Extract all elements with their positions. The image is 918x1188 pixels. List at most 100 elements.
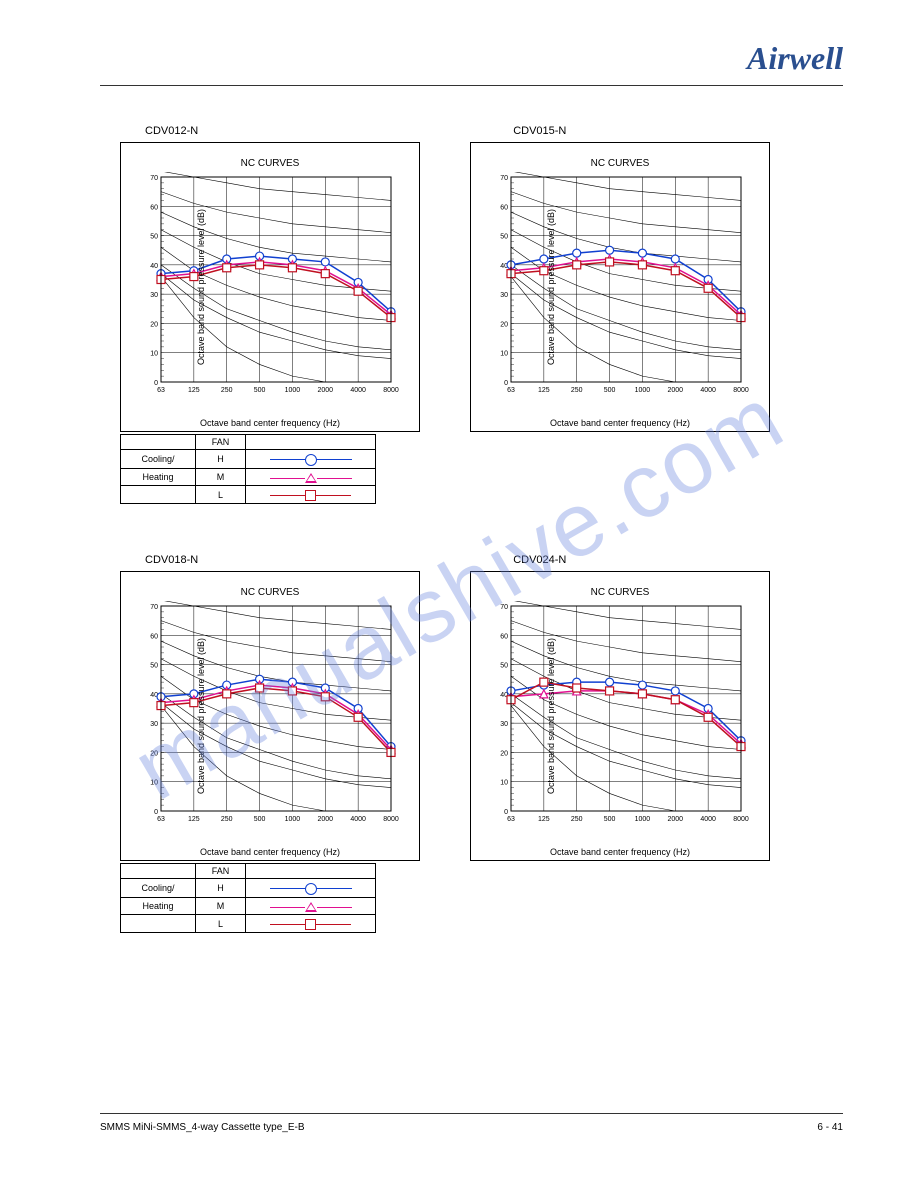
- table-row: L: [121, 486, 376, 504]
- svg-text:0: 0: [504, 809, 508, 816]
- x-axis-label: Octave band center frequency (Hz): [550, 418, 690, 428]
- svg-text:70: 70: [150, 604, 158, 611]
- legend-header: [121, 435, 196, 450]
- legend-cell: L: [196, 915, 246, 933]
- table-row: Cooling/H: [121, 879, 376, 898]
- legend-header: [121, 864, 196, 879]
- svg-text:70: 70: [500, 604, 508, 611]
- chart-panel: NC CURVES Octave band sound pressure lev…: [470, 142, 770, 432]
- svg-text:30: 30: [150, 292, 158, 299]
- svg-text:1000: 1000: [635, 816, 651, 823]
- svg-text:4000: 4000: [350, 816, 366, 823]
- svg-text:63: 63: [157, 387, 165, 394]
- svg-text:50: 50: [150, 663, 158, 670]
- legend-cell: Cooling/: [121, 450, 196, 469]
- svg-text:8000: 8000: [383, 816, 399, 823]
- footer-left: SMMS MiNi-SMMS_4-way Cassette type_E-B: [100, 1122, 305, 1133]
- legend-marker-cell: [246, 897, 376, 915]
- svg-text:0: 0: [504, 380, 508, 387]
- legend-cell: Heating: [121, 897, 196, 915]
- svg-text:0: 0: [154, 809, 158, 816]
- svg-text:125: 125: [188, 816, 200, 823]
- svg-text:10: 10: [500, 780, 508, 787]
- chart-panel: NC CURVES Octave band sound pressure lev…: [120, 571, 420, 861]
- svg-text:70: 70: [150, 175, 158, 182]
- charts-row-2: NC CURVES Octave band sound pressure lev…: [120, 571, 848, 861]
- footer-right: 6 - 41: [817, 1122, 843, 1133]
- svg-text:500: 500: [604, 816, 616, 823]
- nc-chart: 0102030405060706312525050010002000400080…: [481, 601, 751, 831]
- svg-text:10: 10: [150, 351, 158, 358]
- x-axis-label: Octave band center frequency (Hz): [200, 418, 340, 428]
- svg-text:4000: 4000: [350, 387, 366, 394]
- legend-table-2: FAN Cooling/HHeatingML: [120, 863, 376, 933]
- svg-text:60: 60: [150, 633, 158, 640]
- svg-text:50: 50: [500, 234, 508, 241]
- svg-text:8000: 8000: [733, 387, 749, 394]
- header-rule: [100, 85, 843, 86]
- page: Airwell CDV012-N CDV015-N NC CURVES Octa…: [0, 0, 918, 1188]
- square-icon: [305, 919, 316, 930]
- legend-header: FAN: [196, 435, 246, 450]
- legend-cell: H: [196, 879, 246, 898]
- model-row-2: CDV018-N CDV024-N: [145, 554, 848, 566]
- svg-text:50: 50: [500, 663, 508, 670]
- circle-icon: [305, 454, 317, 466]
- nc-chart: 0102030405060706312525050010002000400080…: [131, 601, 401, 831]
- model-row-1: CDV012-N CDV015-N: [145, 125, 848, 137]
- svg-text:1000: 1000: [635, 387, 651, 394]
- chart-title: NC CURVES: [481, 158, 759, 169]
- svg-text:2000: 2000: [317, 387, 333, 394]
- svg-text:10: 10: [500, 351, 508, 358]
- chart-title: NC CURVES: [481, 587, 759, 598]
- svg-text:30: 30: [150, 721, 158, 728]
- circle-icon: [305, 883, 317, 895]
- chart-panel: NC CURVES Octave band sound pressure lev…: [470, 571, 770, 861]
- table-row: L: [121, 915, 376, 933]
- chart-panel: NC CURVES Octave band sound pressure lev…: [120, 142, 420, 432]
- legend-header: [246, 864, 376, 879]
- table-row: HeatingM: [121, 897, 376, 915]
- legend-cell: [121, 486, 196, 504]
- svg-text:60: 60: [500, 204, 508, 211]
- table-row: FAN: [121, 435, 376, 450]
- svg-text:2000: 2000: [667, 816, 683, 823]
- legend-marker-cell: [246, 468, 376, 486]
- brand-logo: Airwell: [747, 40, 843, 77]
- legend-marker-cell: [246, 915, 376, 933]
- legend-cell: Cooling/: [121, 879, 196, 898]
- svg-text:125: 125: [538, 816, 550, 823]
- svg-text:20: 20: [150, 321, 158, 328]
- nc-chart: 0102030405060706312525050010002000400080…: [481, 172, 751, 402]
- charts-row-1: NC CURVES Octave band sound pressure lev…: [120, 142, 848, 432]
- svg-text:4000: 4000: [700, 816, 716, 823]
- table-row: Cooling/H: [121, 450, 376, 469]
- legend-marker-cell: [246, 486, 376, 504]
- model-label: CDV024-N: [513, 554, 566, 566]
- table-row: FAN: [121, 864, 376, 879]
- svg-text:70: 70: [500, 175, 508, 182]
- svg-text:1000: 1000: [285, 816, 301, 823]
- svg-text:63: 63: [157, 816, 165, 823]
- square-icon: [305, 490, 316, 501]
- svg-text:8000: 8000: [733, 816, 749, 823]
- svg-text:500: 500: [254, 816, 266, 823]
- svg-text:250: 250: [221, 387, 233, 394]
- svg-text:125: 125: [538, 387, 550, 394]
- nc-chart: 0102030405060706312525050010002000400080…: [131, 172, 401, 402]
- svg-text:2000: 2000: [667, 387, 683, 394]
- legend-cell: M: [196, 468, 246, 486]
- svg-text:250: 250: [571, 816, 583, 823]
- svg-text:60: 60: [150, 204, 158, 211]
- svg-text:8000: 8000: [383, 387, 399, 394]
- x-axis-label: Octave band center frequency (Hz): [550, 847, 690, 857]
- legend-header: [246, 435, 376, 450]
- legend-cell: M: [196, 897, 246, 915]
- svg-text:0: 0: [154, 380, 158, 387]
- legend-cell: L: [196, 486, 246, 504]
- legend-header: FAN: [196, 864, 246, 879]
- page-footer: SMMS MiNi-SMMS_4-way Cassette type_E-B 6…: [100, 1113, 843, 1133]
- model-label: CDV018-N: [145, 554, 198, 566]
- svg-text:250: 250: [221, 816, 233, 823]
- svg-text:20: 20: [500, 321, 508, 328]
